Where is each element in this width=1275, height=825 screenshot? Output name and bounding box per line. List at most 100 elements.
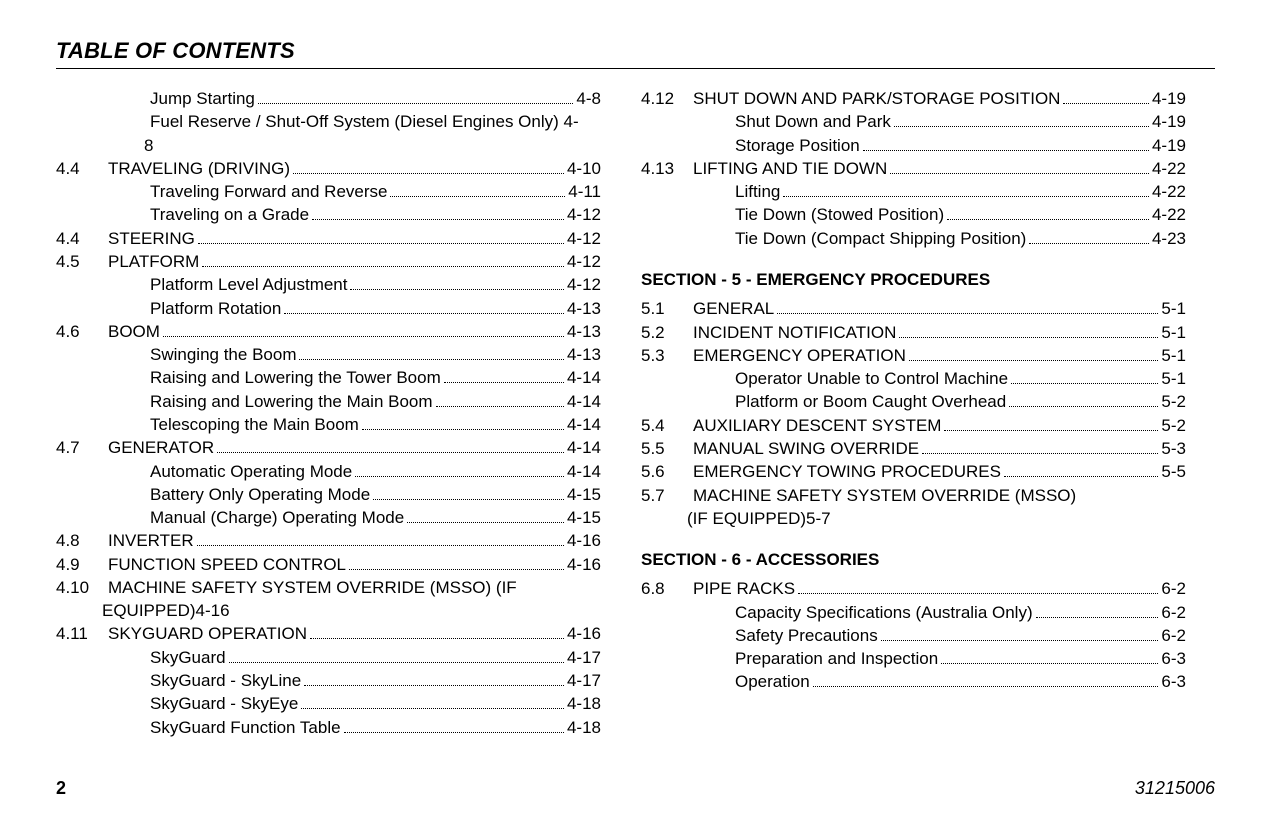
toc-entry-number: 5.4 — [641, 414, 693, 437]
toc-entry-page: 5-1 — [1161, 321, 1186, 344]
toc-subentry: Storage Position4-19 — [641, 134, 1186, 157]
toc-entry-page: 4-19 — [1152, 87, 1186, 110]
page: TABLE OF CONTENTS Jump Starting4-8Fuel R… — [0, 0, 1275, 825]
toc-entry-number: 5.3 — [641, 344, 693, 367]
toc-leader-dots — [293, 164, 564, 174]
toc-entry: 4.5PLATFORM 4-12 — [56, 250, 601, 273]
toc-subentry: Fuel Reserve / Shut-Off System (Diesel E… — [56, 110, 601, 157]
toc-column-right: 4.12SHUT DOWN AND PARK/STORAGE POSITION4… — [641, 87, 1186, 739]
toc-entry-page: 4-13 — [567, 343, 601, 366]
toc-entry-page: 4-15 — [567, 483, 601, 506]
toc-entry-page: 4-18 — [567, 716, 601, 739]
toc-leader-dots — [909, 351, 1159, 361]
toc-entry-page: 4-11 — [568, 180, 601, 203]
toc-entry: 4.4STEERING4-12 — [56, 227, 601, 250]
toc-subentry: Tie Down (Compact Shipping Position)4-23 — [641, 227, 1186, 250]
toc-subentry: Traveling Forward and Reverse 4-11 — [56, 180, 601, 203]
toc-entry-number: 5.2 — [641, 321, 693, 344]
toc-entry-title: LIFTING AND TIE DOWN — [693, 157, 887, 180]
toc-leader-dots — [1029, 234, 1149, 244]
toc-subentry: Platform Rotation4-13 — [56, 297, 601, 320]
toc-leader-dots — [1063, 95, 1149, 105]
toc-leader-dots — [229, 653, 564, 663]
toc-entry-title: SkyGuard - SkyLine — [108, 669, 301, 692]
toc-leader-dots — [390, 188, 565, 198]
toc-entry-page: 4-22 — [1152, 180, 1186, 203]
toc-entry-title: Traveling Forward and Reverse — [108, 180, 387, 203]
toc-leader-dots — [1011, 375, 1158, 385]
toc-subentry: Manual (Charge) Operating Mode4-15 — [56, 506, 601, 529]
toc-entry-number: 5.7 — [641, 484, 693, 507]
toc-leader-dots — [349, 560, 564, 570]
toc-leader-dots — [436, 397, 564, 407]
toc-entry-title: Tie Down (Stowed Position) — [693, 203, 944, 226]
toc-entry-page: 5-5 — [1161, 460, 1186, 483]
toc-entry-title: Raising and Lowering the Tower Boom — [108, 366, 441, 389]
toc-leader-dots — [217, 444, 564, 454]
toc-entry: 5.5MANUAL SWING OVERRIDE5-3 — [641, 437, 1186, 460]
toc-subentry: SkyGuard - SkyLine4-17 — [56, 669, 601, 692]
toc-leader-dots — [890, 164, 1149, 174]
toc-leader-dots — [362, 420, 564, 430]
toc-entry-page: 4-17 — [567, 646, 601, 669]
toc-entry-title: Manual (Charge) Operating Mode — [108, 506, 404, 529]
toc-entry-title: Platform Level Adjustment — [108, 273, 347, 296]
toc-entry-number: 6.8 — [641, 577, 693, 600]
toc-subentry: Raising and Lowering the Tower Boom 4-14 — [56, 366, 601, 389]
toc-entry-page: 4-12 — [567, 227, 601, 250]
toc-leader-dots — [373, 490, 564, 500]
toc-entry-page: 4-14 — [567, 366, 601, 389]
toc-leader-dots — [863, 141, 1149, 151]
toc-entry: 5.7MACHINE SAFETY SYSTEM OVERRIDE (MSSO)… — [641, 484, 1186, 531]
toc-entry-page: 4-12 — [567, 250, 601, 273]
toc-entry-title: Operator Unable to Control Machine — [693, 367, 1008, 390]
toc-subentry: Telescoping the Main Boom4-14 — [56, 413, 601, 436]
toc-entry-title: Tie Down (Compact Shipping Position) — [693, 227, 1026, 250]
toc-entry-page: 4-14 — [567, 436, 601, 459]
footer-page-number: 2 — [56, 778, 66, 799]
toc-entry-title: Telescoping the Main Boom — [108, 413, 359, 436]
toc-entry-page: 5-2 — [1161, 414, 1186, 437]
toc-entry-page: 4-14 — [567, 390, 601, 413]
toc-entry-title: Automatic Operating Mode — [108, 460, 352, 483]
toc-leader-dots — [922, 444, 1158, 454]
toc-entry-page: 4-12 — [567, 203, 601, 226]
toc-entry-title: Platform or Boom Caught Overhead — [693, 390, 1006, 413]
toc-leader-dots — [202, 257, 564, 267]
toc-entry-number: 5.1 — [641, 297, 693, 320]
toc-subentry: Operation6-3 — [641, 670, 1186, 693]
toc-entry-number: 4.4 — [56, 227, 108, 250]
toc-entry-number: 4.12 — [641, 87, 693, 110]
toc-entry-page: 4-12 — [567, 273, 601, 296]
footer-doc-number: 31215006 — [1135, 778, 1215, 799]
toc-subentry: Platform or Boom Caught Overhead5-2 — [641, 390, 1186, 413]
toc-leader-dots — [197, 537, 564, 547]
toc-entry-page: 4-14 — [567, 460, 601, 483]
toc-entry: 4.12SHUT DOWN AND PARK/STORAGE POSITION4… — [641, 87, 1186, 110]
toc-leader-dots — [1036, 608, 1159, 618]
toc-leader-dots — [777, 305, 1158, 315]
toc-leader-dots — [312, 211, 564, 221]
toc-subentry: Shut Down and Park4-19 — [641, 110, 1186, 133]
toc-leader-dots — [941, 655, 1158, 665]
toc-entry: 4.13LIFTING AND TIE DOWN4-22 — [641, 157, 1186, 180]
toc-entry-page: 4-16 — [567, 553, 601, 576]
toc-entry-page: 4-16 — [567, 529, 601, 552]
toc-entry-title: Battery Only Operating Mode — [108, 483, 370, 506]
toc-entry-title: Capacity Specifications (Australia Only) — [693, 601, 1033, 624]
toc-entry-number: 4.9 — [56, 553, 108, 576]
toc-entry-title: PLATFORM — [108, 250, 199, 273]
toc-entry-page: 6-2 — [1161, 577, 1186, 600]
toc-entry: 4.10MACHINE SAFETY SYSTEM OVERRIDE (MSSO… — [56, 576, 601, 623]
toc-leader-dots — [1009, 398, 1158, 408]
toc-leader-dots — [783, 188, 1149, 198]
toc-entry-title: MACHINE SAFETY SYSTEM OVERRIDE (MSSO) — [693, 486, 1076, 505]
header-title: TABLE OF CONTENTS — [56, 38, 1215, 68]
toc-leader-dots — [881, 631, 1159, 641]
toc-entry-page: 5-1 — [1161, 344, 1186, 367]
toc-entry-page: 4-22 — [1152, 203, 1186, 226]
toc-entry-title: PIPE RACKS — [693, 577, 795, 600]
toc-leader-dots — [258, 95, 574, 105]
toc-entry-title: BOOM — [108, 320, 160, 343]
toc-entry-number: 4.5 — [56, 250, 108, 273]
